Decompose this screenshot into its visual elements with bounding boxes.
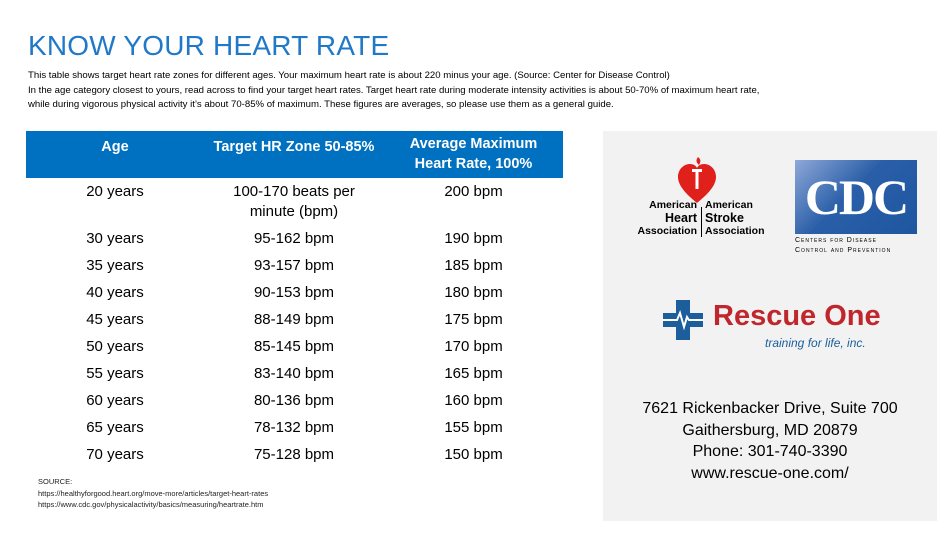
table-row: 65 years 78-132 bpm 155 bpm xyxy=(26,418,563,445)
table-cell: 80-136 bpm xyxy=(253,392,335,409)
heart-torch-icon xyxy=(678,157,716,203)
cdc-text: Centers for Disease xyxy=(795,237,877,244)
table-row: 20 years 100-170 beats per minute (bpm) 20… xyxy=(26,182,563,229)
table-cell: 35 years xyxy=(86,257,144,274)
header-age: Age xyxy=(101,139,129,155)
table-cell: 88-149 bpm xyxy=(253,311,335,328)
page-title: KNOW YOUR HEART RATE xyxy=(28,30,390,61)
table-cell: 45 years xyxy=(86,311,144,328)
heart-rate-table: Age Target HR Zone 50-85% Average Maximu… xyxy=(26,131,563,472)
table-cell: 50 years xyxy=(86,338,144,355)
aha-logo: American Heart Association American Stro… xyxy=(617,155,787,250)
logo-panel: American Heart Association American Stro… xyxy=(603,131,937,521)
table-cell: 83-140 bpm xyxy=(253,365,335,382)
phone: Phone: 301-740-3390 xyxy=(692,443,848,460)
table-header: Age Target HR Zone 50-85% Average Maximu… xyxy=(26,131,563,178)
asa-text: American xyxy=(705,199,753,211)
table-cell: 75-128 bpm xyxy=(253,446,335,463)
rescue-one-logo: Rescue One training for life, inc. xyxy=(663,300,903,358)
table-row: 50 years 85-145 bpm 170 bpm xyxy=(26,337,563,364)
table-cell: 95-162 bpm xyxy=(253,230,335,247)
table-cell: 100-170 beats per minute (bpm) xyxy=(233,183,355,220)
table-row: 60 years 80-136 bpm 160 bpm xyxy=(26,391,563,418)
description-line: In the age category closest to yours, re… xyxy=(28,85,760,96)
cdc-text: Control and Prevention xyxy=(795,247,892,254)
table-cell: 78-132 bpm xyxy=(253,419,335,436)
aha-text: Association xyxy=(637,225,697,237)
table-cell: 150 bpm xyxy=(444,446,503,463)
table-cell: 90-153 bpm xyxy=(253,284,335,301)
table-row: 30 years 95-162 bpm 190 bpm xyxy=(26,229,563,256)
header-max-rate: Average Maximum Heart Rate, 100% xyxy=(409,136,538,172)
table-cell: 155 bpm xyxy=(444,419,503,436)
table-cell: 55 years xyxy=(86,365,144,382)
address-line: Gaithersburg, MD 20879 xyxy=(682,421,858,439)
aha-text: American xyxy=(649,199,697,211)
table-cell: 185 bpm xyxy=(444,257,503,274)
asa-text: Association xyxy=(705,225,765,237)
table-cell: 70 years xyxy=(86,446,144,463)
asa-text: Stroke xyxy=(705,211,744,225)
address-line: 7621 Rickenbacker Drive, Suite 700 xyxy=(642,400,898,417)
source-link[interactable]: https://healthyforgood.heart.org/move-mo… xyxy=(38,489,269,498)
table-row: 55 years 83-140 bpm 165 bpm xyxy=(26,364,563,391)
table-cell: 65 years xyxy=(86,419,144,436)
medical-cross-icon xyxy=(663,300,703,340)
aha-text: Heart xyxy=(665,211,697,225)
table-row: 40 years 90-153 bpm 180 bpm xyxy=(26,283,563,310)
table-cell: 180 bpm xyxy=(444,284,503,301)
description-line: while during vigorous physical activity … xyxy=(28,99,614,110)
source-link[interactable]: https://www.cdc.gov/physicalactivity/bas… xyxy=(38,500,264,509)
table-cell: 30 years xyxy=(86,230,144,247)
table-row: 45 years 88-149 bpm 175 bpm xyxy=(26,310,563,337)
table-cell: 165 bpm xyxy=(444,365,503,382)
cdc-logo: CDC xyxy=(795,160,917,234)
table-cell: 200 bpm xyxy=(444,183,503,200)
description-line: This table shows target heart rate zones… xyxy=(28,70,670,81)
table-cell: 60 years xyxy=(86,392,144,409)
cdc-mark: CDC xyxy=(804,169,909,225)
header-target-zone: Target HR Zone 50-85% xyxy=(213,139,375,155)
source-label: SOURCE: xyxy=(38,477,73,486)
table-cell: 160 bpm xyxy=(444,392,503,409)
website-link[interactable]: www.rescue-one.com/ xyxy=(691,464,849,482)
table-row: 35 years 93-157 bpm 185 bpm xyxy=(26,256,563,283)
rescue-one-name: Rescue One xyxy=(713,300,881,332)
table-cell: 40 years xyxy=(86,284,144,301)
table-cell: 85-145 bpm xyxy=(253,338,335,355)
table-cell: 20 years xyxy=(86,183,144,200)
table-row: 70 years 75-128 bpm 150 bpm xyxy=(26,445,563,472)
contact-block: 7621 Rickenbacker Drive, Suite 700 Gaith… xyxy=(603,398,937,484)
table-cell: 170 bpm xyxy=(444,338,503,355)
rescue-one-tagline: training for life, inc. xyxy=(765,336,866,350)
table-cell: 190 bpm xyxy=(444,230,503,247)
table-cell: 175 bpm xyxy=(444,311,503,328)
table-cell: 93-157 bpm xyxy=(253,257,335,274)
